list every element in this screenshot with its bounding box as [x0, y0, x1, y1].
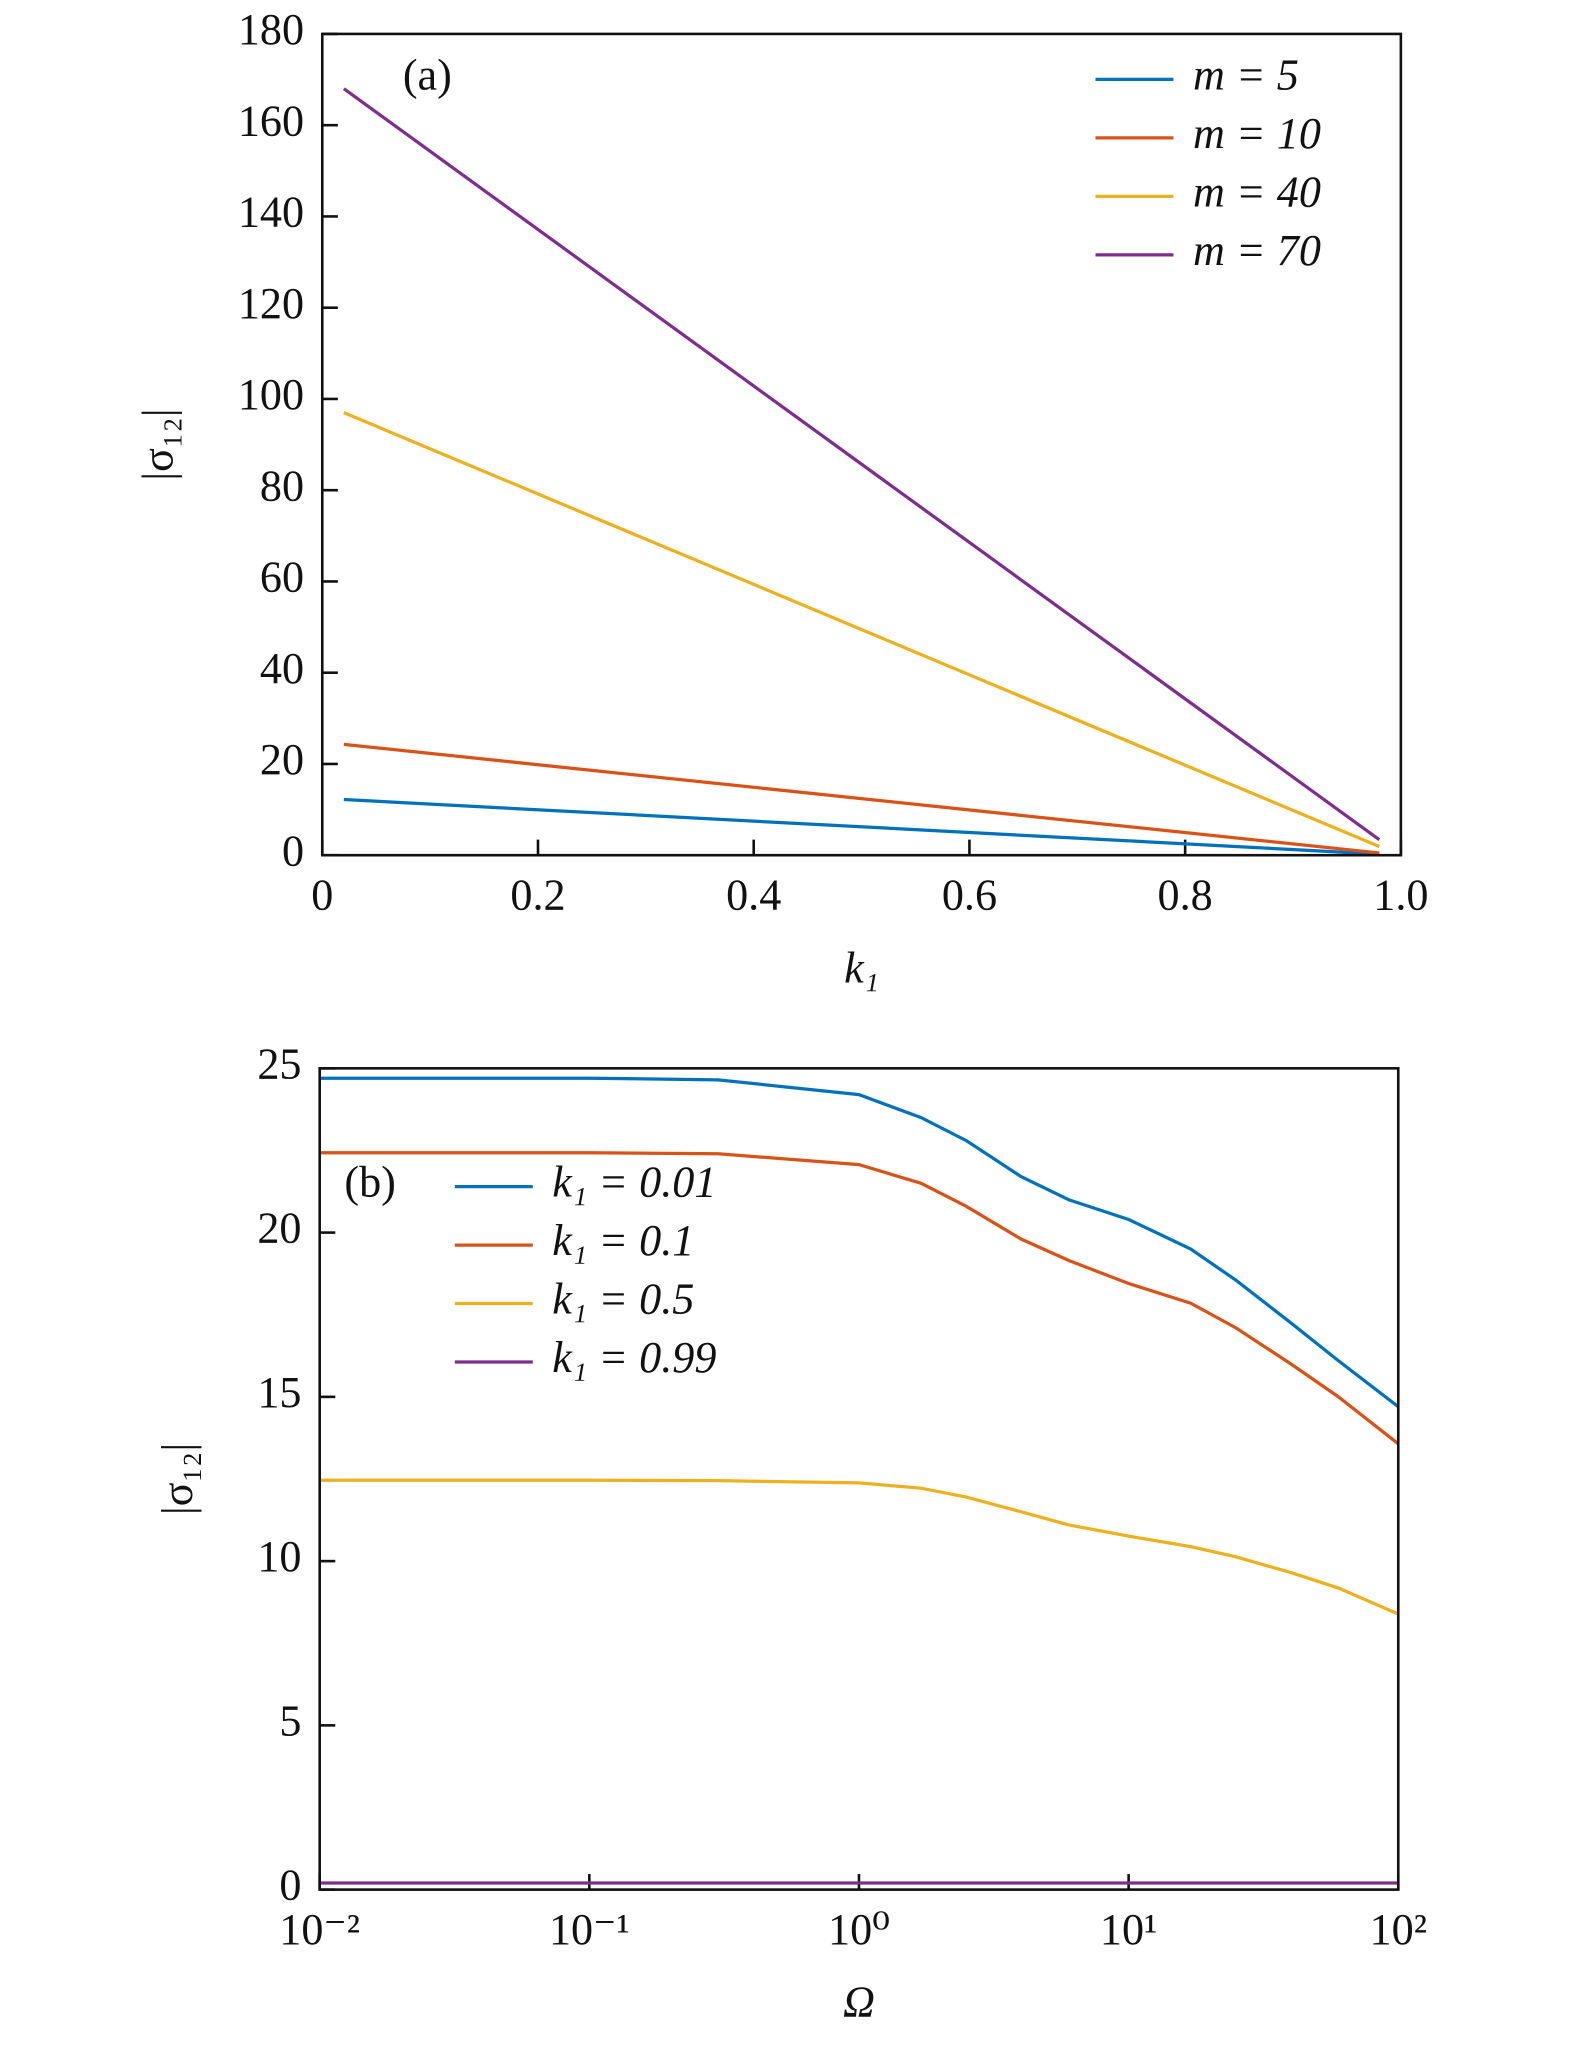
y-tick-label: 15 [257, 1368, 301, 1417]
y-tick-label: 5 [279, 1697, 301, 1746]
x-tick-label: 1.0 [1373, 871, 1428, 920]
y-tick-label: 0 [279, 1861, 301, 1910]
y-tick-label: 25 [257, 1039, 301, 1088]
series-line [319, 1478, 1399, 1616]
legend-label: k₁ = 0.99 [552, 1333, 716, 1382]
series-line [342, 87, 1381, 842]
x-tick-label: 0.8 [1158, 871, 1213, 920]
y-tick-label: 40 [260, 644, 304, 693]
x-tick-label: 10⁻¹ [549, 1905, 630, 1954]
y-tick-label: 20 [257, 1204, 301, 1253]
legend-label: m = 70 [1193, 226, 1321, 275]
y-tick-label: 0 [282, 826, 304, 875]
y-tick-label: 140 [238, 188, 304, 237]
y-tick-label: 120 [238, 279, 304, 328]
plot-frame [318, 1067, 1400, 1891]
y-tick-label: 100 [238, 370, 304, 419]
series-line [343, 411, 1380, 849]
x-tick-label: 0.2 [510, 871, 565, 920]
series-line [319, 1151, 1400, 1446]
y-axis-label: |σ₁₂| [153, 1443, 202, 1515]
legend-label: m = 40 [1193, 168, 1321, 217]
x-tick-label: 0 [311, 871, 333, 920]
x-tick-label: 0.4 [726, 871, 781, 920]
series-line [343, 797, 1380, 856]
x-tick-label: 10⁻² [279, 1905, 360, 1954]
panel-label: (a) [403, 51, 452, 100]
x-tick-label: 10¹ [1100, 1905, 1157, 1954]
legend-label: k₁ = 0.1 [552, 1216, 694, 1265]
legend-label: m = 5 [1193, 51, 1299, 100]
legend-label: k₁ = 0.5 [552, 1275, 694, 1324]
y-tick-label: 10 [257, 1532, 301, 1581]
x-axis-label: k₁ [844, 943, 879, 992]
x-axis-label: Ω [843, 1978, 875, 2027]
y-tick-label: 60 [260, 553, 304, 602]
plot-frame [320, 32, 1403, 857]
legend-label: k₁ = 0.01 [552, 1158, 716, 1207]
y-tick-label: 80 [260, 461, 304, 510]
x-tick-label: 10² [1370, 1905, 1427, 1954]
series-line [343, 742, 1380, 855]
y-tick-label: 160 [238, 96, 304, 145]
x-tick-label: 10⁰ [828, 1905, 890, 1954]
y-tick-label: 180 [238, 5, 304, 54]
legend-label: m = 10 [1193, 109, 1321, 158]
panel-label: (b) [344, 1158, 396, 1207]
series-line [319, 1076, 1400, 1408]
y-axis-label: |σ₁₂| [134, 408, 183, 480]
y-tick-label: 20 [260, 735, 304, 784]
x-tick-label: 0.6 [942, 871, 997, 920]
